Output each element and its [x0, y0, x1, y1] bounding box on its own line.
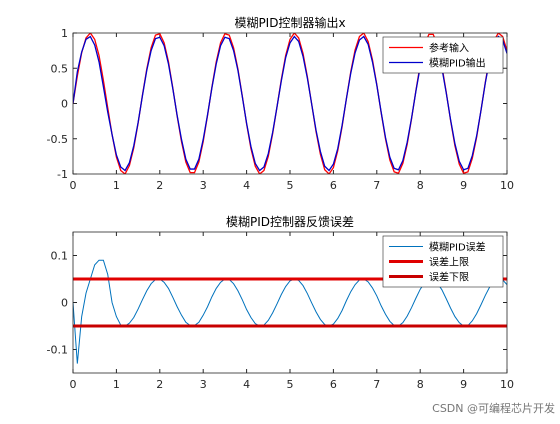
x-tick-label: 10: [500, 378, 514, 391]
x-tick-label: 3: [200, 378, 207, 391]
x-tick-label: 0: [70, 378, 77, 391]
x-tick-label: 5: [287, 378, 294, 391]
legend-label: 模糊PID输出: [429, 57, 486, 70]
chart-title: 模糊PID控制器输出x: [234, 15, 345, 30]
x-tick-label: 9: [460, 179, 467, 192]
x-tick-label: 9: [460, 378, 467, 391]
x-tick-label: 0: [70, 179, 77, 192]
y-tick-label: 0: [61, 297, 68, 310]
x-tick-label: 7: [373, 179, 380, 192]
y-tick-label: 0.1: [51, 250, 69, 263]
x-tick-label: 4: [243, 378, 250, 391]
x-tick-label: 2: [156, 179, 163, 192]
legend-box: [382, 36, 504, 74]
axes-box: [72, 32, 508, 175]
x-tick-label: 1: [113, 378, 120, 391]
x-tick-label: 3: [200, 179, 207, 192]
x-tick-label: 1: [113, 179, 120, 192]
x-tick-label: 5: [287, 179, 294, 192]
y-tick-label: 0: [61, 98, 68, 111]
x-tick-label: 8: [417, 179, 424, 192]
x-tick-label: 7: [373, 378, 380, 391]
legend-label: 误差下限: [429, 271, 469, 284]
watermark: CSDN @可编程芯片开发: [432, 401, 555, 415]
chart-title: 模糊PID控制器反馈误差: [226, 214, 354, 229]
legend-label: 参考输入: [429, 42, 469, 55]
x-tick-label: 4: [243, 179, 250, 192]
y-tick-label: -0.5: [47, 133, 68, 146]
axes-box: [72, 231, 508, 374]
legend-label: 误差上限: [429, 256, 469, 269]
y-tick-label: 1: [61, 27, 68, 40]
y-tick-label: -0.1: [47, 344, 68, 357]
legend-label: 模糊PID误差: [429, 241, 486, 254]
x-tick-label: 10: [500, 179, 514, 192]
y-tick-label: -1: [57, 168, 68, 181]
x-tick-label: 6: [330, 179, 337, 192]
x-tick-label: 6: [330, 378, 337, 391]
y-tick-label: 0.5: [51, 62, 69, 75]
x-tick-label: 8: [417, 378, 424, 391]
x-tick-label: 2: [156, 378, 163, 391]
